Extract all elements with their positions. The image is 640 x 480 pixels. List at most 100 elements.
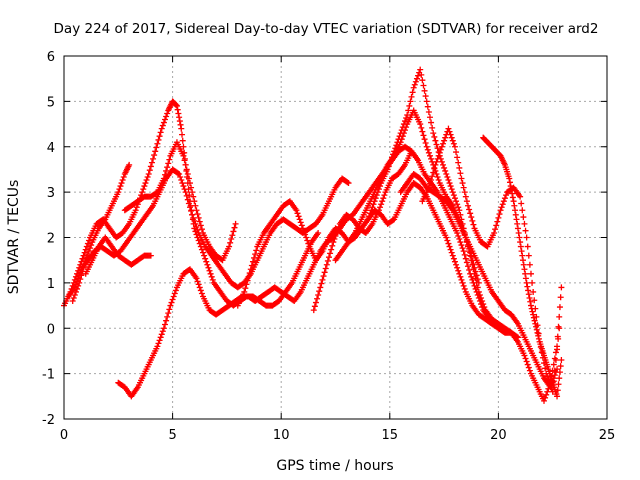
data-point — [530, 314, 537, 321]
data-point — [456, 270, 463, 277]
data-point — [464, 263, 471, 270]
data-point — [552, 349, 559, 356]
data-point — [458, 175, 465, 182]
data-point — [514, 220, 521, 227]
data-point — [510, 198, 517, 205]
data-point — [84, 251, 91, 258]
data-point — [529, 279, 536, 286]
data-point — [226, 243, 233, 250]
data-point — [418, 124, 425, 131]
data-point — [443, 170, 450, 177]
data-point — [468, 214, 475, 221]
data-point — [81, 249, 88, 256]
y-tick-label: 6 — [47, 50, 55, 65]
data-point — [243, 281, 250, 288]
data-point — [434, 174, 441, 180]
data-point — [196, 218, 203, 225]
data-point — [398, 127, 405, 134]
data-point — [371, 198, 378, 205]
chart-title: Day 224 of 2017, Sidereal Day-to-day VTE… — [54, 21, 599, 37]
data-point — [432, 161, 439, 168]
data-point — [431, 133, 438, 140]
data-point — [433, 158, 440, 165]
data-point — [71, 291, 78, 298]
data-point — [449, 137, 456, 144]
data-point — [412, 78, 419, 85]
y-tick-label: 1 — [47, 277, 55, 292]
data-point — [438, 143, 445, 150]
data-point — [160, 325, 167, 332]
data-point — [421, 87, 428, 94]
data-point — [178, 177, 185, 184]
series-arc-10 — [365, 66, 565, 404]
series-arc-7 — [234, 180, 521, 341]
data-point — [208, 273, 215, 280]
data-point — [85, 237, 92, 244]
data-point — [115, 189, 122, 196]
x-tick-label: 5 — [168, 428, 176, 443]
data-point — [182, 189, 189, 196]
data-point — [116, 186, 123, 193]
data-point — [133, 204, 140, 211]
data-point — [253, 247, 260, 254]
data-point — [454, 154, 461, 161]
data-point — [470, 221, 477, 228]
data-point — [165, 310, 172, 317]
data-point — [455, 204, 462, 211]
data-point — [470, 260, 477, 267]
data-point — [409, 89, 416, 96]
data-point — [207, 270, 214, 277]
data-markers — [61, 66, 565, 404]
data-point — [163, 317, 170, 324]
data-point — [198, 290, 205, 297]
data-point — [314, 295, 321, 302]
data-point — [496, 211, 503, 218]
y-axis-label: SDTVAR / TECUs — [6, 180, 22, 295]
data-point — [421, 136, 428, 143]
data-point — [459, 279, 466, 286]
data-point — [158, 331, 165, 338]
data-point — [507, 183, 514, 190]
data-point — [153, 189, 160, 196]
data-point — [142, 180, 149, 187]
data-point — [180, 152, 187, 159]
data-point — [453, 261, 460, 268]
data-point — [312, 299, 319, 306]
data-point — [456, 207, 463, 214]
data-point — [174, 106, 181, 113]
data-point — [480, 301, 487, 308]
data-point — [179, 131, 186, 138]
data-point — [558, 284, 565, 291]
data-point — [157, 129, 164, 136]
data-point — [197, 287, 204, 294]
data-point — [169, 296, 176, 303]
data-point — [323, 261, 330, 268]
data-point — [80, 252, 87, 259]
data-point — [532, 320, 539, 327]
data-point — [436, 149, 443, 156]
data-point — [83, 254, 90, 261]
data-point — [531, 297, 538, 304]
data-point — [458, 242, 465, 249]
data-point — [509, 194, 516, 201]
data-point — [200, 249, 207, 256]
data-point — [499, 201, 506, 208]
data-point — [390, 217, 397, 224]
data-point — [425, 149, 432, 156]
data-point — [310, 307, 317, 314]
data-point — [320, 273, 327, 280]
data-point — [519, 207, 526, 214]
data-point — [209, 276, 216, 283]
data-point — [301, 228, 308, 235]
data-point — [469, 261, 476, 268]
data-point — [328, 246, 335, 253]
data-point — [329, 242, 336, 249]
data-point — [160, 119, 167, 126]
data-point — [461, 189, 468, 196]
data-point — [437, 146, 444, 153]
data-point — [541, 397, 548, 404]
data-point — [522, 355, 529, 362]
data-point — [529, 308, 536, 315]
data-point — [118, 180, 125, 187]
data-point — [521, 352, 528, 359]
